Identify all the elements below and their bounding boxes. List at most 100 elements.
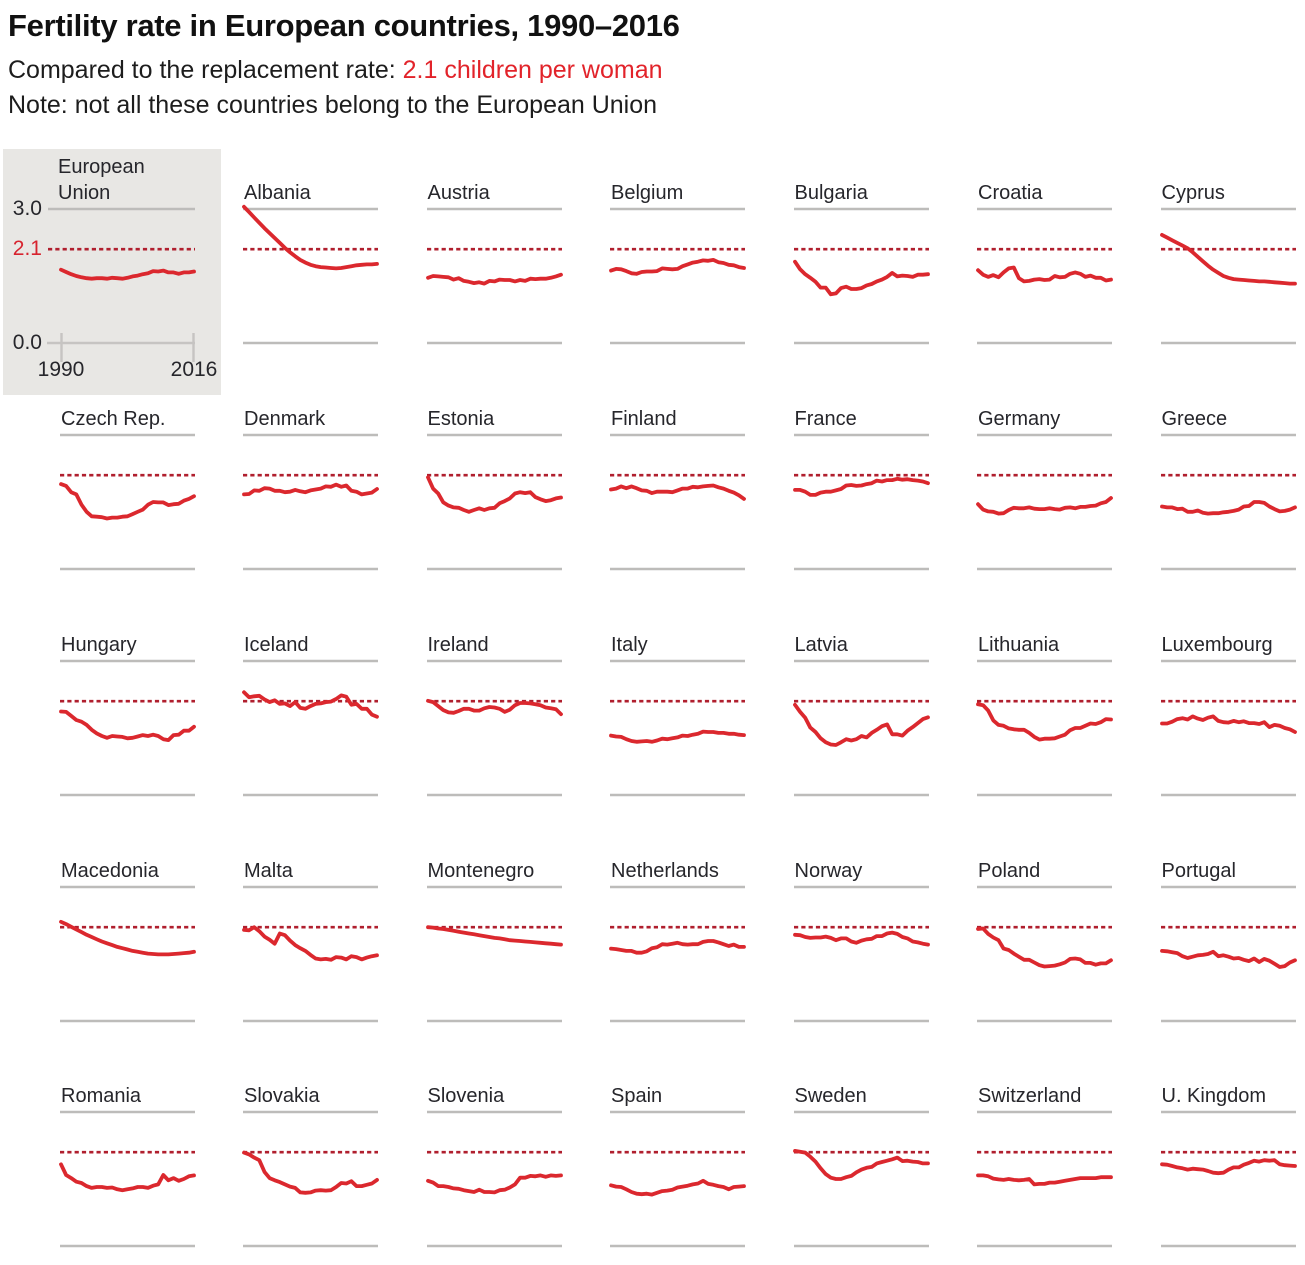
fertility-line-poland: [976, 926, 1113, 969]
sparkline-latvia: [792, 659, 930, 797]
sparkline-poland: [976, 885, 1113, 1023]
fertility-line-sweden: [792, 1149, 930, 1181]
sparkline-france: [792, 433, 930, 571]
sparkline-netherlands: [609, 885, 746, 1023]
sparkline-croatia: [976, 207, 1113, 345]
sparkline-albania: [242, 204, 379, 345]
panel-label-macedonia: Macedonia: [61, 860, 159, 882]
panel-label-norway: Norway: [794, 860, 863, 882]
panel-label-european-union-line1: European: [58, 156, 145, 178]
panel-label-romania: Romania: [61, 1085, 142, 1107]
fertility-line-croatia: [976, 265, 1113, 284]
note-text: Note: not all these countries belong to …: [8, 91, 658, 119]
panel-label-malta: Malta: [244, 860, 293, 882]
x-label-1990: 1990: [37, 358, 85, 381]
y-label-0-0: 0.0: [12, 331, 42, 354]
sparkline-macedonia: [59, 885, 196, 1023]
sparkline-ireland: [425, 659, 563, 797]
panel-label-slovenia: Slovenia: [427, 1085, 505, 1107]
sparkline-bulgaria: [792, 207, 930, 345]
sparkline-spain: [609, 1110, 746, 1248]
sparkline-estonia: [425, 433, 563, 571]
panel-label-france: France: [794, 408, 857, 430]
sparkline-u-kingdom: [1159, 1110, 1297, 1248]
fertility-line-portugal: [1159, 949, 1297, 969]
sparkline-denmark: [242, 433, 379, 571]
fertility-line-belgium: [609, 258, 746, 276]
panel-label-italy: Italy: [611, 634, 648, 656]
fertility-line-denmark: [242, 482, 379, 497]
panel-label-estonia: Estonia: [427, 408, 495, 430]
fertility-line-hungary: [59, 709, 196, 742]
page-title: Fertility rate in European countries, 19…: [8, 8, 680, 43]
sparkline-italy: [609, 659, 746, 797]
sparkline-switzerland: [976, 1110, 1113, 1248]
sparkline-finland: [609, 433, 746, 571]
fertility-line-spain: [609, 1178, 746, 1197]
panel-label-slovakia: Slovakia: [244, 1085, 320, 1107]
panel-label-montenegro: Montenegro: [427, 860, 535, 882]
fertility-line-italy: [609, 729, 746, 744]
panel-label-switzerland: Switzerland: [978, 1085, 1082, 1107]
sparkline-austria: [425, 207, 563, 345]
fertility-line-european-union: [59, 267, 196, 281]
sparkline-greece: [1159, 433, 1297, 571]
fertility-line-u-kingdom: [1159, 1158, 1297, 1176]
sparkline-lithuania: [976, 659, 1113, 797]
fertility-line-estonia: [425, 475, 563, 514]
sparkline-romania: [59, 1110, 196, 1248]
sparkline-portugal: [1159, 885, 1297, 1023]
fertility-line-macedonia: [59, 919, 196, 957]
sparkline-sweden: [792, 1110, 930, 1248]
fertility-line-romania: [59, 1162, 196, 1193]
fertility-line-malta: [242, 925, 379, 962]
fertility-line-norway: [792, 930, 930, 947]
panel-label-czech-rep: Czech Rep.: [61, 408, 166, 430]
sparkline-hungary: [59, 659, 196, 797]
panel-label-european-union-line2: Union: [58, 182, 111, 204]
fertility-line-netherlands: [609, 939, 746, 955]
sparkline-luxembourg: [1159, 659, 1297, 797]
sparkline-montenegro: [425, 885, 563, 1023]
fertility-line-montenegro: [425, 925, 563, 947]
subtitle-prefix: Compared to the replacement rate:: [8, 56, 403, 84]
panel-label-portugal: Portugal: [1161, 860, 1237, 882]
panel-label-albania: Albania: [244, 182, 311, 204]
x-label-2016: 2016: [170, 358, 218, 381]
panel-label-ireland: Ireland: [427, 634, 489, 656]
panel-label-netherlands: Netherlands: [611, 860, 719, 882]
fertility-line-austria: [425, 272, 563, 286]
panel-label-belgium: Belgium: [611, 182, 684, 204]
panel-label-germany: Germany: [978, 408, 1061, 430]
sparkline-slovenia: [425, 1110, 563, 1248]
panel-label-finland: Finland: [611, 408, 677, 430]
panel-label-croatia: Croatia: [978, 182, 1043, 204]
panel-label-bulgaria: Bulgaria: [794, 182, 868, 204]
fertility-line-finland: [609, 483, 746, 501]
y-label-2-1: 2.1: [12, 237, 42, 260]
sparkline-germany: [976, 433, 1113, 571]
sparkline-cyprus: [1159, 207, 1297, 345]
fertility-line-cyprus: [1159, 232, 1297, 286]
sparkline-european-union: [47, 207, 196, 362]
panel-label-iceland: Iceland: [244, 634, 309, 656]
fertility-line-slovakia: [242, 1150, 379, 1195]
fertility-line-bulgaria: [792, 259, 930, 297]
panel-label-greece: Greece: [1161, 408, 1228, 430]
replacement-rate-highlight: 2.1 children per woman: [402, 56, 663, 84]
fertility-line-albania: [242, 204, 379, 271]
panel-label-latvia: Latvia: [794, 634, 848, 656]
panel-label-cyprus: Cyprus: [1161, 182, 1225, 204]
panel-label-hungary: Hungary: [61, 634, 137, 656]
fertility-line-latvia: [792, 702, 930, 747]
sparkline-malta: [242, 885, 379, 1023]
sparkline-belgium: [609, 207, 746, 345]
fertility-line-greece: [1159, 500, 1297, 516]
y-label-3-0: 3.0: [12, 197, 42, 220]
panel-label-austria: Austria: [427, 182, 490, 204]
sparkline-czech-rep: [59, 433, 196, 571]
fertility-line-lithuania: [976, 702, 1113, 742]
fertility-line-ireland: [425, 698, 563, 717]
panel-label-lithuania: Lithuania: [978, 634, 1060, 656]
